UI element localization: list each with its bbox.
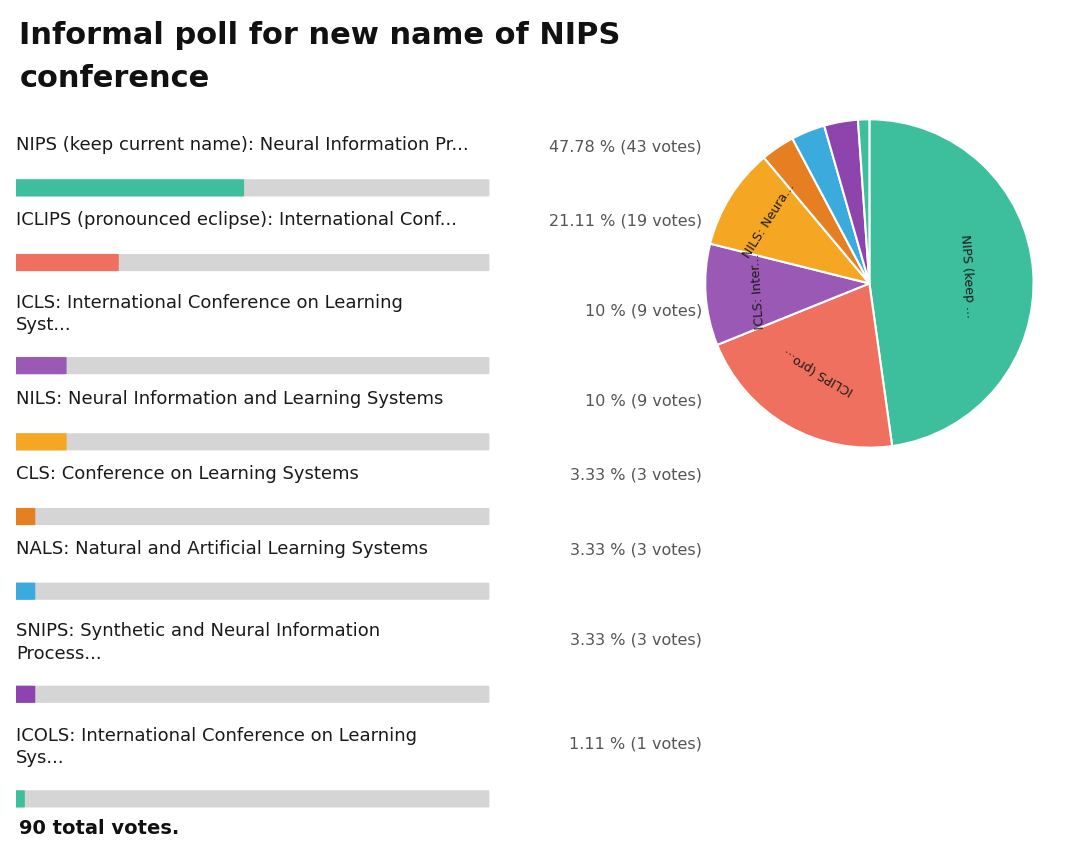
Wedge shape bbox=[717, 283, 892, 448]
Text: 10 % (9 votes): 10 % (9 votes) bbox=[584, 303, 702, 319]
FancyBboxPatch shape bbox=[13, 508, 489, 525]
Text: ICLIPS (pronounced eclipse): International Conf...: ICLIPS (pronounced eclipse): Internation… bbox=[16, 211, 457, 229]
FancyBboxPatch shape bbox=[13, 685, 36, 703]
FancyBboxPatch shape bbox=[13, 582, 36, 600]
FancyBboxPatch shape bbox=[13, 685, 489, 703]
Wedge shape bbox=[869, 119, 1034, 446]
FancyBboxPatch shape bbox=[13, 357, 489, 375]
Text: Syst...: Syst... bbox=[16, 316, 72, 334]
FancyBboxPatch shape bbox=[13, 180, 244, 197]
FancyBboxPatch shape bbox=[13, 582, 489, 600]
Text: SNIPS: Synthetic and Neural Information: SNIPS: Synthetic and Neural Information bbox=[16, 623, 380, 640]
Text: 21.11 % (19 votes): 21.11 % (19 votes) bbox=[549, 214, 702, 229]
FancyBboxPatch shape bbox=[13, 254, 119, 271]
Text: Sys...: Sys... bbox=[16, 749, 65, 767]
Text: 10 % (9 votes): 10 % (9 votes) bbox=[584, 393, 702, 408]
Text: ICOLS: International Conference on Learning: ICOLS: International Conference on Learn… bbox=[16, 727, 417, 745]
Text: NILS: Neura...: NILS: Neura... bbox=[741, 181, 797, 261]
Text: NIPS (keep current name): Neural Information Pr...: NIPS (keep current name): Neural Informa… bbox=[16, 137, 469, 155]
Text: 90 total votes.: 90 total votes. bbox=[19, 819, 179, 838]
Text: 47.78 % (43 votes): 47.78 % (43 votes) bbox=[550, 139, 702, 155]
Text: ICLS: International Conference on Learning: ICLS: International Conference on Learni… bbox=[16, 294, 403, 312]
Text: 3.33 % (3 votes): 3.33 % (3 votes) bbox=[570, 468, 702, 483]
Text: NALS: Natural and Artificial Learning Systems: NALS: Natural and Artificial Learning Sy… bbox=[16, 539, 428, 557]
FancyBboxPatch shape bbox=[13, 254, 489, 271]
Wedge shape bbox=[858, 119, 869, 283]
Wedge shape bbox=[793, 125, 869, 283]
Text: 3.33 % (3 votes): 3.33 % (3 votes) bbox=[570, 632, 702, 647]
FancyBboxPatch shape bbox=[13, 790, 489, 807]
Text: NILS: Neural Information and Learning Systems: NILS: Neural Information and Learning Sy… bbox=[16, 390, 444, 408]
Text: conference: conference bbox=[19, 64, 210, 93]
Text: ICLIPS (pro...: ICLIPS (pro... bbox=[781, 346, 856, 397]
FancyBboxPatch shape bbox=[13, 357, 67, 375]
FancyBboxPatch shape bbox=[13, 433, 489, 450]
Text: Process...: Process... bbox=[16, 645, 102, 663]
Wedge shape bbox=[711, 158, 869, 283]
Wedge shape bbox=[824, 119, 869, 283]
Text: ICLS: Inter...: ICLS: Inter... bbox=[748, 253, 767, 330]
Text: 1.11 % (1 votes): 1.11 % (1 votes) bbox=[569, 737, 702, 752]
Text: Informal poll for new name of NIPS: Informal poll for new name of NIPS bbox=[19, 21, 621, 51]
FancyBboxPatch shape bbox=[13, 790, 25, 807]
Text: CLS: Conference on Learning Systems: CLS: Conference on Learning Systems bbox=[16, 465, 359, 483]
Wedge shape bbox=[764, 138, 869, 283]
FancyBboxPatch shape bbox=[13, 508, 36, 525]
Text: 3.33 % (3 votes): 3.33 % (3 votes) bbox=[570, 543, 702, 557]
Wedge shape bbox=[705, 244, 869, 345]
Text: NIPS (keep ...: NIPS (keep ... bbox=[958, 235, 977, 319]
FancyBboxPatch shape bbox=[13, 433, 67, 450]
FancyBboxPatch shape bbox=[13, 180, 489, 197]
